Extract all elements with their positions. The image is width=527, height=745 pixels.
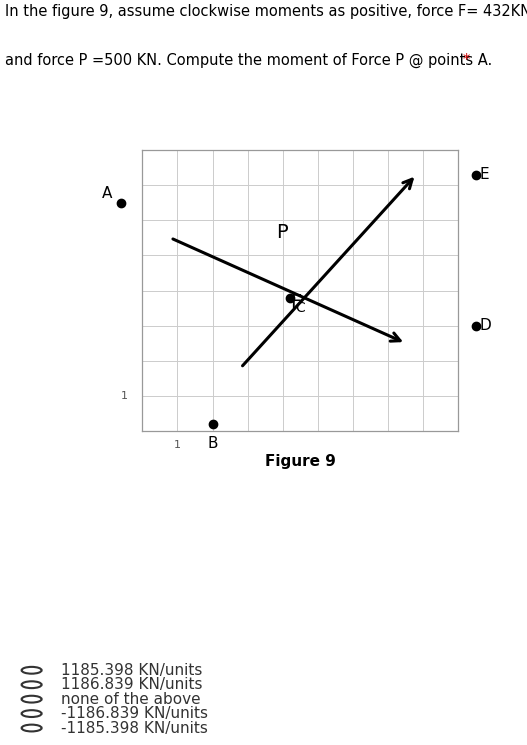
Text: D: D xyxy=(480,318,491,333)
Text: In the figure 9, assume clockwise moments as positive, force F= 432KN: In the figure 9, assume clockwise moment… xyxy=(5,4,527,19)
Text: and force P =500 KN. Compute the moment of Force P @ points A.: and force P =500 KN. Compute the moment … xyxy=(5,53,497,68)
Text: Figure 9: Figure 9 xyxy=(265,454,336,469)
Text: E: E xyxy=(480,167,489,182)
Text: P: P xyxy=(276,223,287,242)
Text: *: * xyxy=(462,53,470,68)
Text: A: A xyxy=(102,186,112,201)
Text: B: B xyxy=(207,437,218,451)
Text: -1186.839 KN/units: -1186.839 KN/units xyxy=(61,706,208,721)
Text: 1: 1 xyxy=(174,440,181,450)
Text: F: F xyxy=(290,293,301,312)
Text: C: C xyxy=(295,301,305,315)
Text: 1185.398 KN/units: 1185.398 KN/units xyxy=(61,663,202,678)
Text: 1186.839 KN/units: 1186.839 KN/units xyxy=(61,677,202,692)
Text: -1185.398 KN/units: -1185.398 KN/units xyxy=(61,720,208,735)
Text: 1: 1 xyxy=(121,391,128,401)
Text: none of the above: none of the above xyxy=(61,691,200,707)
